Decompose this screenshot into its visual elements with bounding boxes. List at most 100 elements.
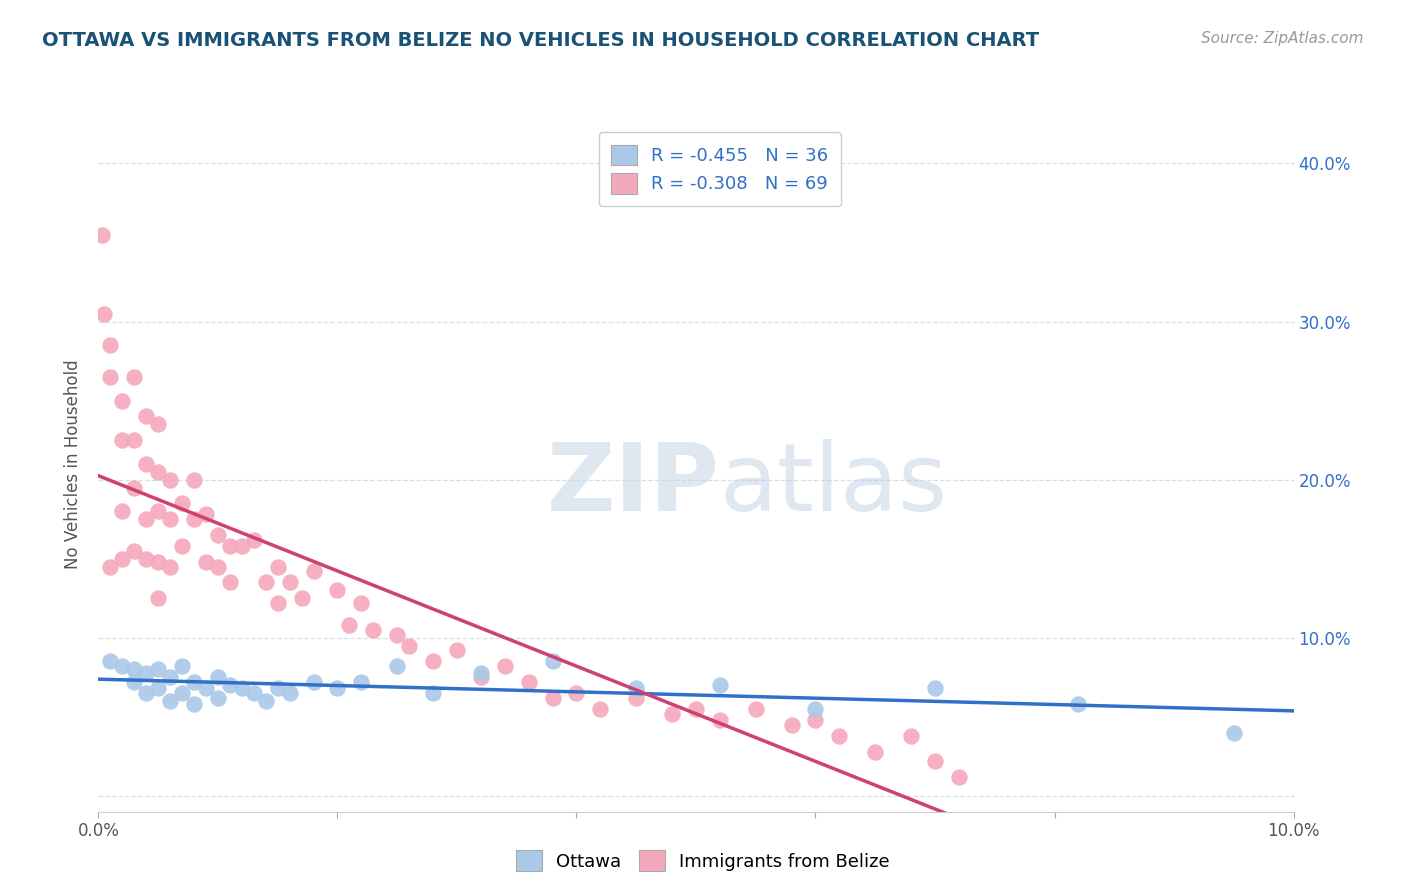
Point: [159, 473, 181, 487]
Point: [148, 555, 170, 569]
Point: [135, 457, 157, 471]
Point: [470, 670, 492, 684]
Point: [207, 670, 229, 684]
Point: [924, 681, 946, 696]
Point: [900, 729, 922, 743]
Point: [111, 551, 134, 566]
Point: [148, 417, 170, 432]
Point: [111, 659, 134, 673]
Point: [195, 555, 218, 569]
Point: [135, 686, 157, 700]
Point: [780, 717, 803, 731]
Point: [363, 623, 385, 637]
Point: [339, 618, 360, 632]
Point: [124, 543, 146, 558]
Point: [135, 512, 157, 526]
Point: [446, 643, 468, 657]
Point: [183, 675, 205, 690]
Point: [172, 539, 194, 553]
Point: [517, 675, 540, 690]
Point: [124, 662, 146, 676]
Point: [148, 662, 170, 676]
Point: [172, 686, 194, 700]
Point: [148, 465, 170, 479]
Point: [948, 770, 970, 784]
Text: Source: ZipAtlas.com: Source: ZipAtlas.com: [1201, 31, 1364, 46]
Point: [804, 713, 827, 727]
Point: [159, 512, 181, 526]
Point: [278, 575, 301, 590]
Point: [626, 681, 648, 696]
Text: OTTAWA VS IMMIGRANTS FROM BELIZE NO VEHICLES IN HOUSEHOLD CORRELATION CHART: OTTAWA VS IMMIGRANTS FROM BELIZE NO VEHI…: [42, 31, 1039, 50]
Point: [626, 690, 648, 705]
Point: [93, 307, 115, 321]
Point: [172, 659, 194, 673]
Point: [207, 690, 229, 705]
Point: [243, 686, 266, 700]
Point: [709, 713, 731, 727]
Point: [589, 702, 612, 716]
Point: [302, 565, 325, 579]
Text: atlas: atlas: [720, 439, 948, 531]
Point: [291, 591, 314, 606]
Point: [148, 591, 170, 606]
Point: [183, 512, 205, 526]
Point: [267, 596, 290, 610]
Point: [91, 227, 114, 242]
Point: [100, 338, 122, 352]
Point: [243, 533, 266, 547]
Point: [148, 681, 170, 696]
Point: [135, 409, 157, 424]
Point: [398, 639, 420, 653]
Point: [470, 665, 492, 680]
Point: [661, 706, 683, 721]
Point: [124, 481, 146, 495]
Point: [207, 528, 229, 542]
Point: [195, 681, 218, 696]
Point: [1223, 725, 1246, 739]
Point: [183, 697, 205, 711]
Point: [278, 686, 301, 700]
Point: [111, 433, 134, 447]
Point: [100, 559, 122, 574]
Point: [385, 627, 409, 641]
Point: [924, 754, 946, 768]
Y-axis label: No Vehicles in Household: No Vehicles in Household: [65, 359, 83, 569]
Point: [422, 655, 444, 669]
Text: ZIP: ZIP: [547, 439, 720, 531]
Point: [254, 575, 277, 590]
Point: [195, 508, 218, 522]
Point: [231, 681, 253, 696]
Point: [172, 496, 194, 510]
Point: [326, 583, 349, 598]
Point: [100, 369, 122, 384]
Point: [135, 551, 157, 566]
Point: [350, 675, 373, 690]
Point: [124, 433, 146, 447]
Point: [267, 681, 290, 696]
Point: [100, 655, 122, 669]
Point: [1067, 697, 1090, 711]
Point: [709, 678, 731, 692]
Point: [124, 369, 146, 384]
Point: [541, 690, 564, 705]
Legend: R = -0.455   N = 36, R = -0.308   N = 69: R = -0.455 N = 36, R = -0.308 N = 69: [599, 132, 841, 206]
Point: [111, 504, 134, 518]
Point: [183, 473, 205, 487]
Point: [159, 670, 181, 684]
Point: [541, 655, 564, 669]
Point: [565, 686, 588, 700]
Point: [135, 665, 157, 680]
Point: [350, 596, 373, 610]
Point: [254, 694, 277, 708]
Point: [804, 702, 827, 716]
Legend: Ottawa, Immigrants from Belize: Ottawa, Immigrants from Belize: [509, 843, 897, 879]
Point: [326, 681, 349, 696]
Point: [231, 539, 253, 553]
Point: [159, 694, 181, 708]
Point: [267, 559, 290, 574]
Point: [111, 393, 134, 408]
Point: [148, 504, 170, 518]
Point: [745, 702, 768, 716]
Point: [828, 729, 851, 743]
